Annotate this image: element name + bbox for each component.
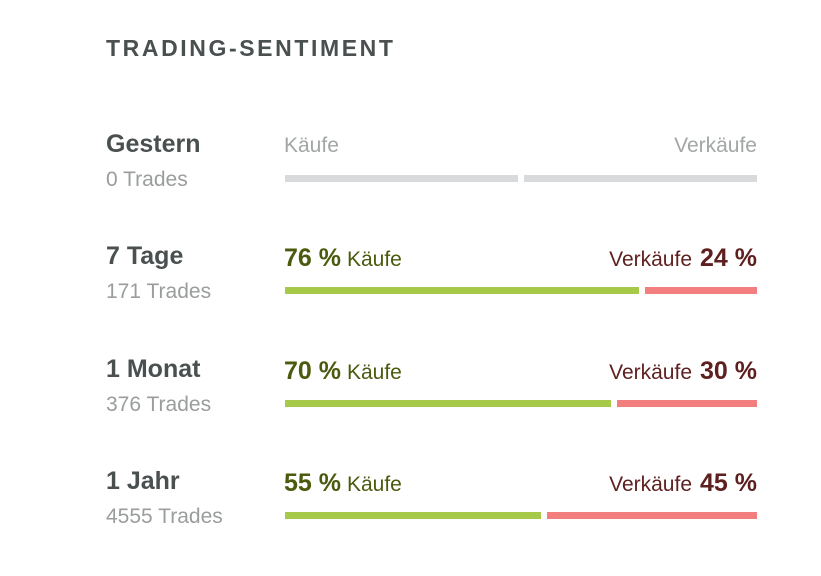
buy-percent: 76 % [284, 244, 341, 272]
sentiment-row-yesterday: Gestern 0 Trades Käufe Verkäufe [0, 129, 821, 209]
sentiment-bar [285, 287, 757, 294]
neutral-bar-right [524, 175, 757, 182]
period-label: 7 Tage [106, 242, 184, 270]
sell-word: Verkäufe [609, 248, 693, 271]
sell-word: Verkäufe [609, 361, 693, 384]
buy-percent: 55 % [284, 469, 341, 497]
sell-percent: 30 % [700, 357, 757, 385]
sentiment-row-1-month: 1 Monat 376 Trades 70 % Käufe Verkäufe 30 … [0, 354, 821, 434]
period-label: 1 Jahr [106, 467, 180, 495]
sell-label: Verkäufe 30 % [609, 356, 757, 390]
buy-percent: 70 % [284, 357, 341, 385]
sell-bar [617, 400, 757, 407]
buy-word: Käufe [346, 361, 402, 384]
sell-percent: 45 % [700, 469, 757, 497]
sell-bar [645, 287, 757, 294]
buy-label: 76 % Käufe [284, 243, 402, 277]
period-label: 1 Monat [106, 355, 201, 383]
period-label: Gestern [106, 130, 201, 158]
trade-count: 171 Trades [106, 280, 212, 303]
buy-label: 55 % Käufe [284, 468, 402, 502]
sell-word: Verkäufe [674, 134, 757, 157]
buy-word: Käufe [284, 134, 339, 157]
buy-bar [285, 400, 611, 407]
sell-label: Verkäufe 45 % [609, 468, 757, 502]
buy-bar [285, 287, 639, 294]
neutral-bar-left [285, 175, 518, 182]
sentiment-row-1-year: 1 Jahr 4555 Trades 55 % Käufe Verkäufe 45 … [0, 466, 821, 546]
sell-bar [547, 512, 757, 519]
sell-word: Verkäufe [609, 473, 693, 496]
buy-label: 70 % Käufe [284, 356, 402, 390]
trade-count: 0 Trades [106, 168, 188, 191]
buy-word: Käufe [346, 473, 402, 496]
sentiment-bar [285, 512, 757, 519]
buy-bar [285, 512, 541, 519]
trade-count: 4555 Trades [106, 505, 223, 528]
sentiment-bar [285, 175, 757, 182]
sentiment-row-7-days: 7 Tage 171 Trades 76 % Käufe Verkäufe 24 % [0, 241, 821, 321]
sentiment-bar [285, 400, 757, 407]
sell-percent: 24 % [700, 244, 757, 272]
buy-label: Käufe [284, 131, 339, 163]
sentiment-title: TRADING-SENTIMENT [106, 35, 396, 61]
sell-label: Verkäufe [674, 131, 757, 163]
buy-word: Käufe [346, 248, 402, 271]
trade-count: 376 Trades [106, 393, 212, 416]
sell-label: Verkäufe 24 % [609, 243, 757, 277]
